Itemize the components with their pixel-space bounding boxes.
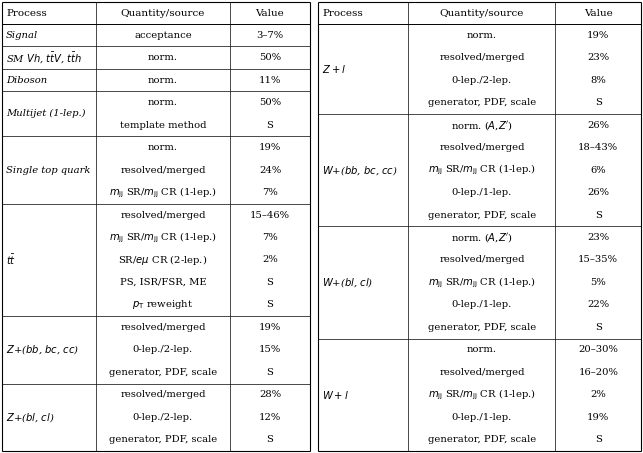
- Text: $Z+l$: $Z+l$: [322, 63, 346, 75]
- Text: S: S: [595, 98, 602, 107]
- Text: 50%: 50%: [259, 53, 281, 62]
- Text: Quantity/source: Quantity/source: [440, 9, 524, 18]
- Text: 0-lep./1-lep.: 0-lep./1-lep.: [452, 188, 512, 197]
- Text: 3–7%: 3–7%: [257, 31, 284, 40]
- Text: 18–43%: 18–43%: [578, 143, 619, 152]
- Text: 2%: 2%: [590, 390, 606, 399]
- Text: $Z$+($bb$, $bc$, $cc$): $Z$+($bb$, $bc$, $cc$): [6, 343, 79, 357]
- Text: $W+l$: $W+l$: [322, 389, 349, 401]
- Text: 0-lep./2-lep.: 0-lep./2-lep.: [133, 413, 193, 422]
- Text: generator, PDF, scale: generator, PDF, scale: [428, 435, 536, 444]
- Text: resolved/merged: resolved/merged: [120, 323, 206, 332]
- Text: 7%: 7%: [262, 188, 278, 197]
- Text: 26%: 26%: [587, 120, 609, 130]
- Text: 11%: 11%: [258, 76, 281, 85]
- Text: 2%: 2%: [262, 255, 278, 265]
- Text: norm. ($A$,$Z'$): norm. ($A$,$Z'$): [451, 119, 513, 132]
- Text: S: S: [595, 211, 602, 220]
- Text: S: S: [266, 435, 273, 444]
- Text: $m_{\rm jj}$ SR/$m_{\rm jj}$ CR (1-lep.): $m_{\rm jj}$ SR/$m_{\rm jj}$ CR (1-lep.): [428, 275, 536, 289]
- Text: $W$+($bb$, $bc$, $cc$): $W$+($bb$, $bc$, $cc$): [322, 164, 398, 177]
- Text: 19%: 19%: [259, 323, 281, 332]
- Text: 5%: 5%: [590, 278, 606, 287]
- Text: SM $Vh$, $t\bar{t}V$, $t\bar{t}h$: SM $Vh$, $t\bar{t}V$, $t\bar{t}h$: [6, 50, 82, 65]
- Text: 19%: 19%: [259, 143, 281, 152]
- Text: norm.: norm.: [148, 143, 178, 152]
- Text: 22%: 22%: [587, 300, 610, 309]
- Text: 28%: 28%: [259, 390, 281, 399]
- Text: 0-lep./2-lep.: 0-lep./2-lep.: [133, 345, 193, 354]
- Text: 15–46%: 15–46%: [250, 211, 290, 220]
- Text: resolved/merged: resolved/merged: [439, 255, 525, 265]
- Text: 23%: 23%: [587, 233, 610, 242]
- Text: 24%: 24%: [259, 166, 281, 174]
- Text: Quantity/source: Quantity/source: [121, 9, 205, 18]
- Text: $W$+($bl$, $cl$): $W$+($bl$, $cl$): [322, 276, 374, 289]
- Text: norm.: norm.: [148, 76, 178, 85]
- Text: Single top quark: Single top quark: [6, 166, 91, 174]
- Text: 0-lep./1-lep.: 0-lep./1-lep.: [452, 413, 512, 422]
- Text: generator, PDF, scale: generator, PDF, scale: [109, 368, 217, 377]
- Text: 0-lep./1-lep.: 0-lep./1-lep.: [452, 300, 512, 309]
- Text: generator, PDF, scale: generator, PDF, scale: [109, 435, 217, 444]
- Text: PS, ISR/FSR, ME: PS, ISR/FSR, ME: [120, 278, 206, 287]
- Text: 8%: 8%: [590, 76, 606, 85]
- Text: norm.: norm.: [148, 98, 178, 107]
- Text: 15%: 15%: [259, 345, 281, 354]
- Text: SR/$e\mu$ CR (2-lep.): SR/$e\mu$ CR (2-lep.): [118, 253, 208, 267]
- Text: Signal: Signal: [6, 31, 38, 40]
- Text: 15–35%: 15–35%: [578, 255, 618, 265]
- Text: 26%: 26%: [587, 188, 609, 197]
- Text: $m_{\rm jj}$ SR/$m_{\rm jj}$ CR (1-lep.): $m_{\rm jj}$ SR/$m_{\rm jj}$ CR (1-lep.): [109, 230, 217, 245]
- Text: 7%: 7%: [262, 233, 278, 242]
- Text: Value: Value: [255, 9, 284, 18]
- Text: Process: Process: [322, 9, 363, 18]
- Text: resolved/merged: resolved/merged: [120, 166, 206, 174]
- Text: generator, PDF, scale: generator, PDF, scale: [428, 323, 536, 332]
- Text: norm.: norm.: [467, 345, 497, 354]
- Text: 16–20%: 16–20%: [578, 368, 618, 377]
- Text: resolved/merged: resolved/merged: [439, 143, 525, 152]
- Text: Process: Process: [6, 9, 47, 18]
- Text: $Z$+($bl$, $cl$): $Z$+($bl$, $cl$): [6, 411, 55, 424]
- Text: S: S: [595, 323, 602, 332]
- Text: S: S: [266, 278, 273, 287]
- Text: 50%: 50%: [259, 98, 281, 107]
- Text: generator, PDF, scale: generator, PDF, scale: [428, 211, 536, 220]
- Text: S: S: [266, 120, 273, 130]
- Text: $m_{\rm jj}$ SR/$m_{\rm jj}$ CR (1-lep.): $m_{\rm jj}$ SR/$m_{\rm jj}$ CR (1-lep.): [428, 163, 536, 177]
- Text: generator, PDF, scale: generator, PDF, scale: [428, 98, 536, 107]
- Text: S: S: [266, 300, 273, 309]
- Text: Multijet (1-lep.): Multijet (1-lep.): [6, 109, 86, 118]
- Text: S: S: [595, 435, 602, 444]
- Text: acceptance: acceptance: [134, 31, 192, 40]
- Text: norm.: norm.: [148, 53, 178, 62]
- Text: 12%: 12%: [259, 413, 281, 422]
- Text: 23%: 23%: [587, 53, 610, 62]
- Text: 0-lep./2-lep.: 0-lep./2-lep.: [452, 76, 512, 85]
- Text: $t\bar{t}$: $t\bar{t}$: [6, 253, 16, 267]
- Text: 19%: 19%: [587, 413, 610, 422]
- Text: resolved/merged: resolved/merged: [120, 390, 206, 399]
- Text: Value: Value: [584, 9, 613, 18]
- Text: $p_{\rm T}$ reweight: $p_{\rm T}$ reweight: [132, 299, 194, 311]
- Text: resolved/merged: resolved/merged: [439, 53, 525, 62]
- Text: Diboson: Diboson: [6, 76, 47, 85]
- Text: 19%: 19%: [587, 31, 610, 40]
- Text: S: S: [266, 368, 273, 377]
- Text: norm.: norm.: [467, 31, 497, 40]
- Text: resolved/merged: resolved/merged: [439, 368, 525, 377]
- Text: $m_{\rm jj}$ SR/$m_{\rm jj}$ CR (1-lep.): $m_{\rm jj}$ SR/$m_{\rm jj}$ CR (1-lep.): [428, 388, 536, 402]
- Text: resolved/merged: resolved/merged: [120, 211, 206, 220]
- Text: 6%: 6%: [590, 166, 606, 174]
- Text: $m_{\rm jj}$ SR/$m_{\rm jj}$ CR (1-lep.): $m_{\rm jj}$ SR/$m_{\rm jj}$ CR (1-lep.): [109, 185, 217, 200]
- Text: template method: template method: [120, 120, 206, 130]
- Text: norm. ($A$,$Z'$): norm. ($A$,$Z'$): [451, 231, 513, 244]
- Text: 20–30%: 20–30%: [578, 345, 618, 354]
